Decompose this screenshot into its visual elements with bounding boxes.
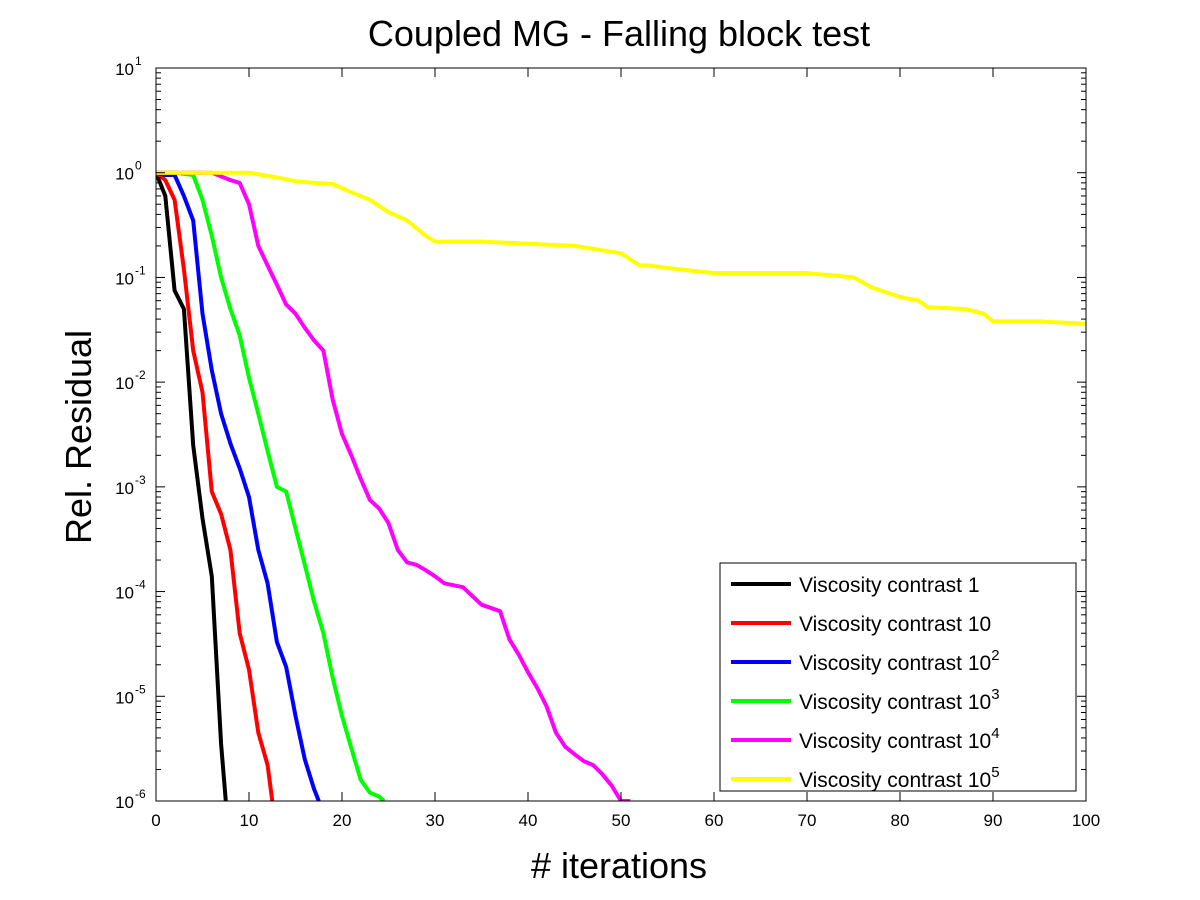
- legend-item-5: Viscosity contrast 104: [731, 725, 1000, 753]
- series-layer: [156, 170, 1086, 801]
- legend-label: Viscosity contrast 105: [799, 764, 1000, 792]
- y-tick-label-7: 10 1: [115, 54, 142, 79]
- x-axis-label: # iterations: [531, 845, 707, 886]
- legend-item-1: Viscosity contrast 1: [731, 574, 980, 597]
- y-tick-base: 10: [115, 584, 134, 603]
- series-line-4: [156, 170, 386, 801]
- legend-label: Viscosity contrast 104: [799, 725, 1000, 753]
- y-tick-label-5: 10 -1: [115, 263, 146, 288]
- y-tick-base: 10: [115, 60, 134, 79]
- series-line-2: [156, 171, 275, 801]
- y-tick-label-3: 10 -3: [115, 473, 146, 498]
- x-tick-label-7: 70: [798, 811, 817, 830]
- series-line-1: [156, 171, 228, 801]
- y-tick-exponent: -3: [135, 473, 146, 487]
- legend-item-6: Viscosity contrast 105: [731, 764, 1000, 792]
- legend-label-exponent: 5: [991, 764, 999, 781]
- plot-area: [155, 67, 1087, 802]
- y-tick-base: 10: [115, 374, 134, 393]
- series-line-3: [156, 170, 321, 801]
- x-tick-label-6: 60: [705, 811, 724, 830]
- y-tick-exponent: 1: [135, 54, 142, 68]
- tick-marks: [155, 67, 1087, 802]
- legend-box: [719, 562, 1077, 792]
- legend-label: Viscosity contrast 103: [799, 686, 1000, 714]
- legend-label: Viscosity contrast 102: [799, 647, 1000, 675]
- legend-label: Viscosity contrast 10: [799, 613, 991, 636]
- legend-item-3: Viscosity contrast 102: [731, 647, 1000, 675]
- x-tick-label-0: 0: [151, 811, 160, 830]
- y-tick-label-6: 10 0: [115, 159, 142, 184]
- x-tick-label-2: 20: [333, 811, 352, 830]
- x-tick-label-8: 80: [891, 811, 910, 830]
- x-tick-label-3: 30: [426, 811, 445, 830]
- y-tick-base: 10: [115, 793, 134, 812]
- y-tick-base: 10: [115, 269, 134, 288]
- y-tick-label-1: 10 -5: [115, 682, 146, 707]
- y-tick-exponent: 0: [135, 159, 142, 173]
- y-tick-label-2: 10 -4: [115, 578, 146, 603]
- x-tick-labels: 0 10 20 30 40 50 60 70 80 90 100: [151, 811, 1100, 830]
- y-tick-exponent: -5: [135, 682, 146, 696]
- y-tick-exponent: -4: [135, 578, 146, 592]
- series-line-5: [156, 170, 631, 801]
- legend-item-4: Viscosity contrast 103: [731, 686, 1000, 714]
- x-tick-label-1: 10: [240, 811, 259, 830]
- x-tick-label-5: 50: [612, 811, 631, 830]
- legend-items: Viscosity contrast 1 Viscosity contrast 1…: [731, 574, 1000, 792]
- y-tick-base: 10: [115, 688, 134, 707]
- legend: Viscosity contrast 1 Viscosity contrast 1…: [719, 562, 1077, 792]
- x-tick-label-4: 40: [519, 811, 538, 830]
- series-line-6: [156, 170, 1086, 326]
- y-tick-base: 10: [115, 165, 134, 184]
- chart-title: Coupled MG - Falling block test: [368, 13, 870, 54]
- x-tick-label-9: 90: [984, 811, 1003, 830]
- legend-label: Viscosity contrast 1: [799, 574, 980, 597]
- y-axis-label: Rel. Residual: [58, 330, 99, 544]
- legend-label-exponent: 3: [991, 686, 999, 703]
- legend-item-2: Viscosity contrast 10: [731, 613, 991, 636]
- legend-label-exponent: 2: [991, 647, 999, 664]
- x-tick-label-10: 100: [1072, 811, 1100, 830]
- y-tick-exponent: -6: [135, 787, 146, 801]
- y-tick-base: 10: [115, 479, 134, 498]
- y-tick-exponent: -1: [135, 263, 146, 277]
- y-tick-label-0: 10 -6: [115, 787, 146, 812]
- y-tick-label-4: 10 -2: [115, 368, 146, 393]
- legend-label-exponent: 4: [991, 725, 999, 742]
- y-tick-exponent: -2: [135, 368, 146, 382]
